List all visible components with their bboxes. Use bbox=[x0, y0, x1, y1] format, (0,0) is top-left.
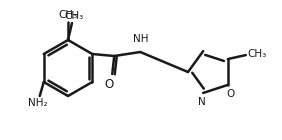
Text: CH₃: CH₃ bbox=[58, 10, 78, 20]
Text: O: O bbox=[227, 89, 235, 99]
Text: NH₂: NH₂ bbox=[28, 98, 48, 108]
Text: CH₃: CH₃ bbox=[64, 11, 84, 21]
Text: CH₃: CH₃ bbox=[248, 49, 267, 59]
Text: O: O bbox=[105, 78, 114, 91]
Text: N: N bbox=[198, 97, 206, 107]
Text: NH: NH bbox=[133, 34, 149, 44]
